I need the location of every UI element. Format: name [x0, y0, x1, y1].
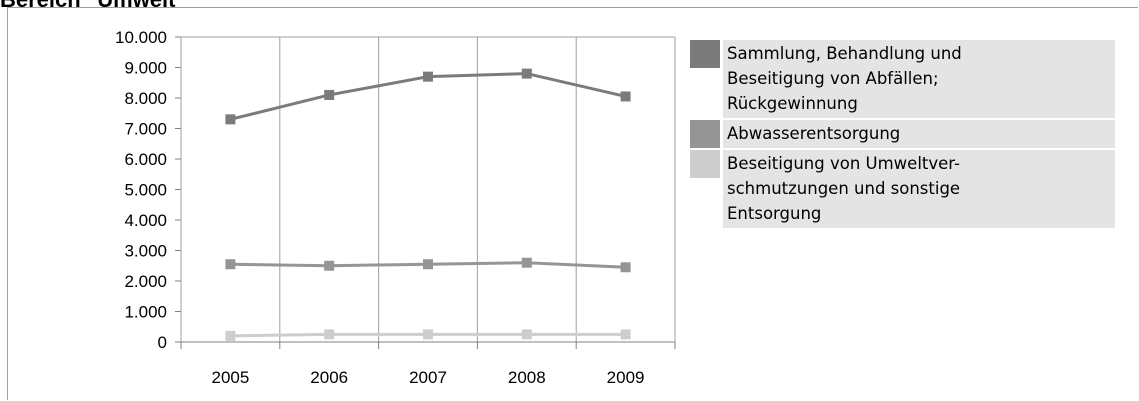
series-3-point — [620, 329, 631, 340]
y-tick-label: 8.000 — [124, 89, 167, 108]
series-3-point — [423, 329, 433, 340]
series-2-point — [620, 262, 631, 273]
legend-label-series-2: Abwasserentsorgung — [723, 120, 1115, 148]
x-tick-label: 2005 — [211, 368, 249, 387]
y-tick-label: 2.000 — [124, 272, 167, 291]
y-tick-label: 5.000 — [124, 181, 167, 200]
legend-label-series-3: Beseitigung von Umweltver- schmutzungen … — [723, 150, 1115, 228]
legend-item-series-3: Beseitigung von Umweltver- schmutzungen … — [690, 150, 1115, 228]
x-tick-label: 2008 — [508, 368, 546, 387]
legend-label-series-1: Sammlung, Behandlung und Beseitigung von… — [723, 40, 1115, 118]
y-tick-label: 10.000 — [115, 28, 167, 47]
legend-item-series-2: Abwasserentsorgung — [690, 120, 1115, 148]
legend-swatch-series-1 — [690, 40, 720, 68]
series-1-point — [521, 68, 532, 79]
series-1-point — [423, 71, 433, 82]
series-1-point — [324, 89, 335, 100]
x-tick-label: 2006 — [310, 368, 348, 387]
page-title: Bereich "Umwelt" — [0, 0, 186, 14]
x-tick-label: 2007 — [409, 368, 447, 387]
series-2-point — [225, 259, 236, 270]
legend-swatch-series-2 — [690, 120, 720, 148]
chart-frame — [7, 7, 1138, 400]
y-tick-label: 9.000 — [124, 59, 167, 78]
series-2-point — [521, 257, 532, 268]
legend-swatch-series-3 — [690, 150, 720, 178]
series-3-point — [324, 329, 335, 340]
y-tick-label: 3.000 — [124, 242, 167, 261]
y-tick-label: 7.000 — [124, 120, 167, 139]
legend-item-series-1: Sammlung, Behandlung und Beseitigung von… — [690, 40, 1115, 118]
series-1-point — [620, 91, 631, 102]
y-tick-label: 4.000 — [124, 211, 167, 230]
chart-legend: Sammlung, Behandlung und Beseitigung von… — [690, 40, 1115, 230]
series-2-point — [423, 259, 433, 270]
y-tick-label: 1.000 — [124, 303, 167, 322]
y-tick-label: 0 — [158, 333, 167, 352]
series-2-point — [324, 260, 335, 271]
y-tick-label: 6.000 — [124, 150, 167, 169]
x-tick-label: 2009 — [607, 368, 645, 387]
series-3-point — [225, 330, 236, 341]
series-1-point — [225, 114, 236, 125]
series-3-point — [521, 329, 532, 340]
